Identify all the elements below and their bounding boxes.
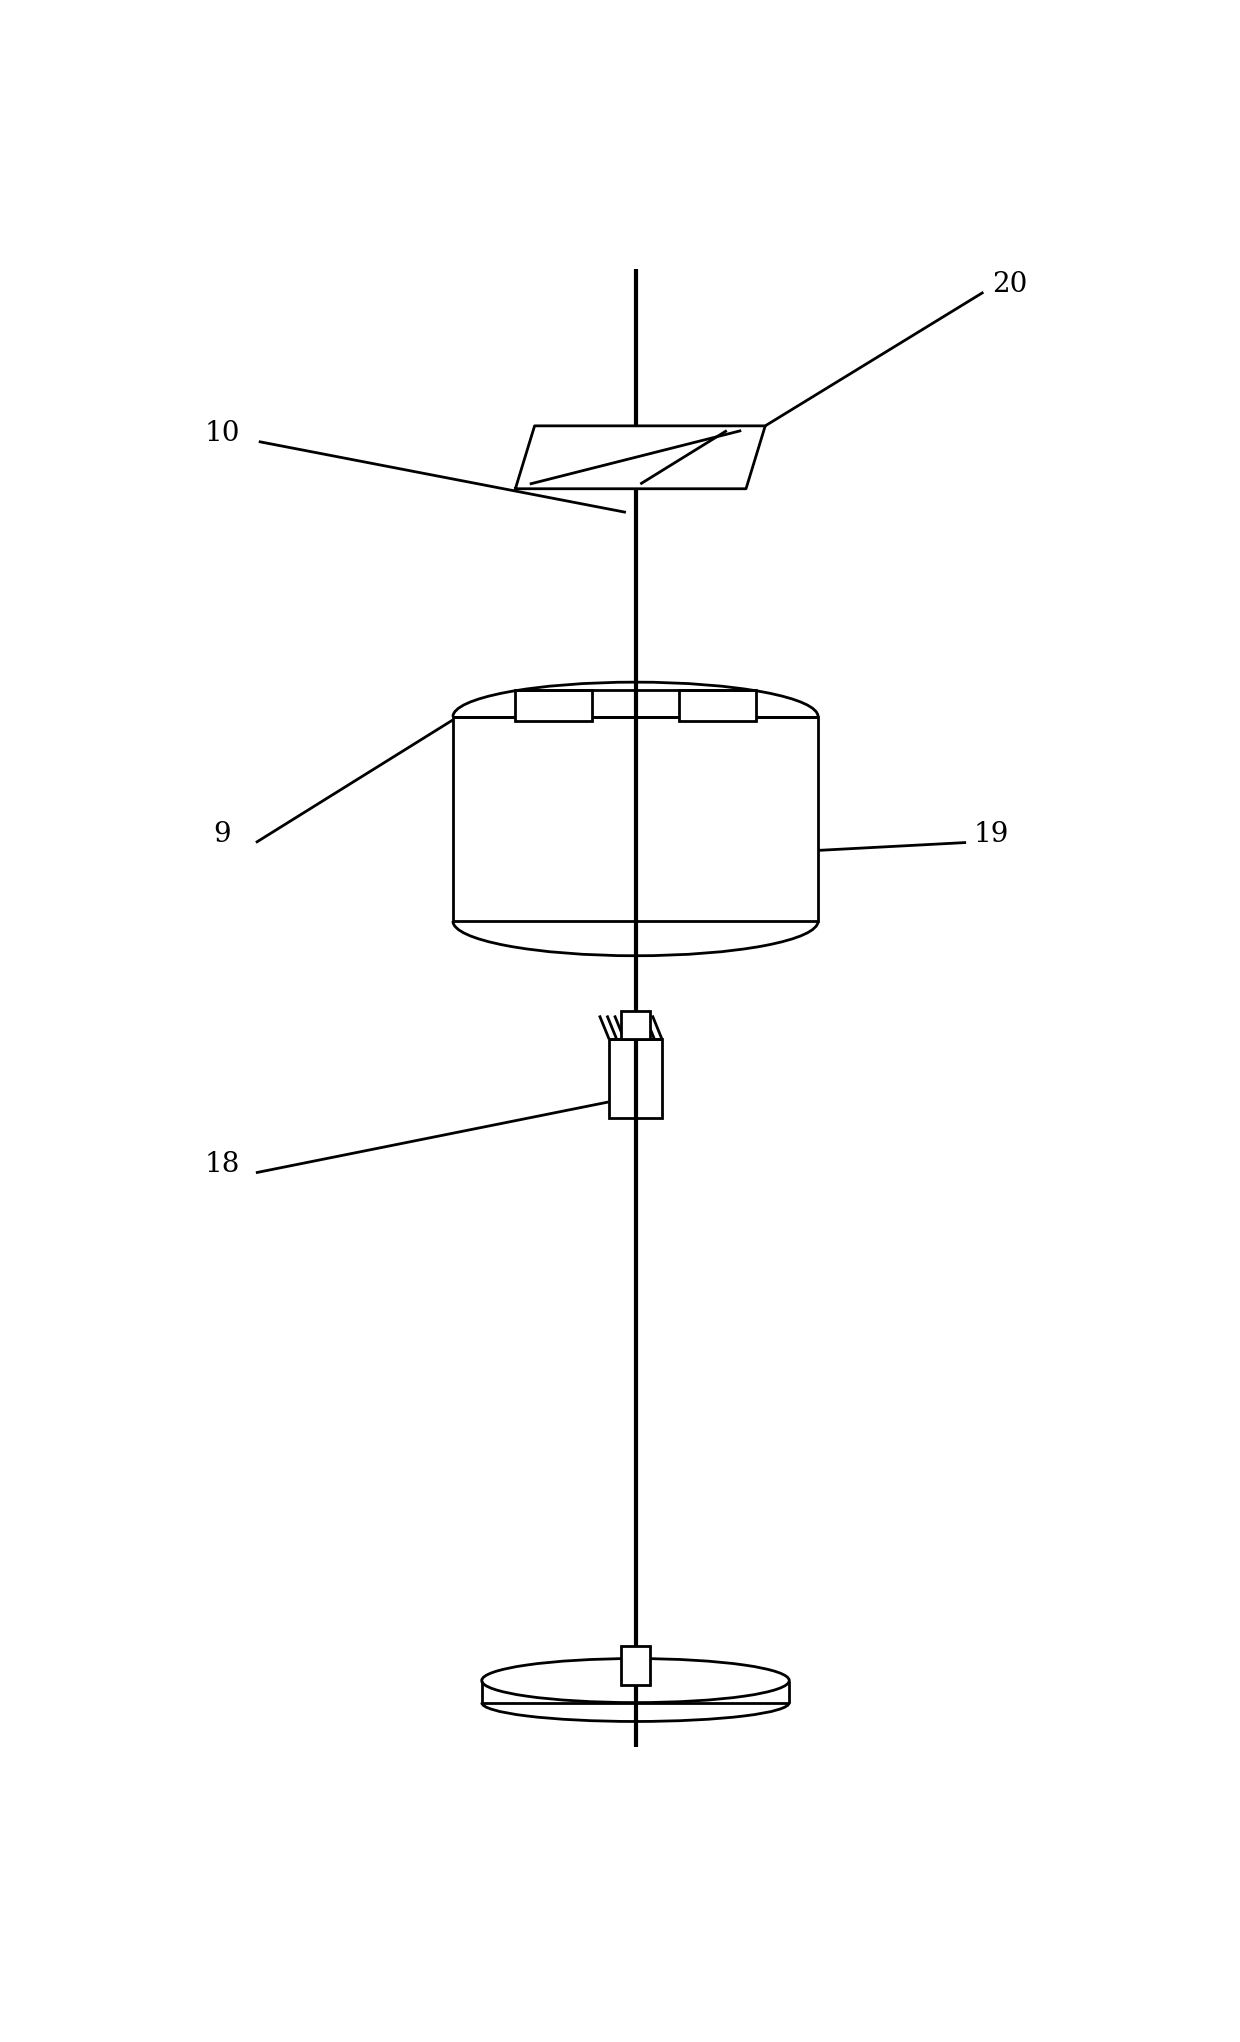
Bar (516, 690, 593, 721)
Ellipse shape (481, 1658, 789, 1703)
Bar (453, 717, 818, 921)
Text: 18: 18 (205, 1152, 241, 1178)
Bar (678, 690, 755, 721)
Bar (621, 1646, 650, 1685)
Text: 20: 20 (992, 272, 1028, 298)
Text: 10: 10 (205, 421, 241, 447)
Polygon shape (516, 427, 765, 488)
Text: 9: 9 (213, 821, 231, 847)
Bar (621, 1011, 650, 1039)
Bar (609, 1039, 662, 1117)
Text: 19: 19 (973, 821, 1009, 847)
